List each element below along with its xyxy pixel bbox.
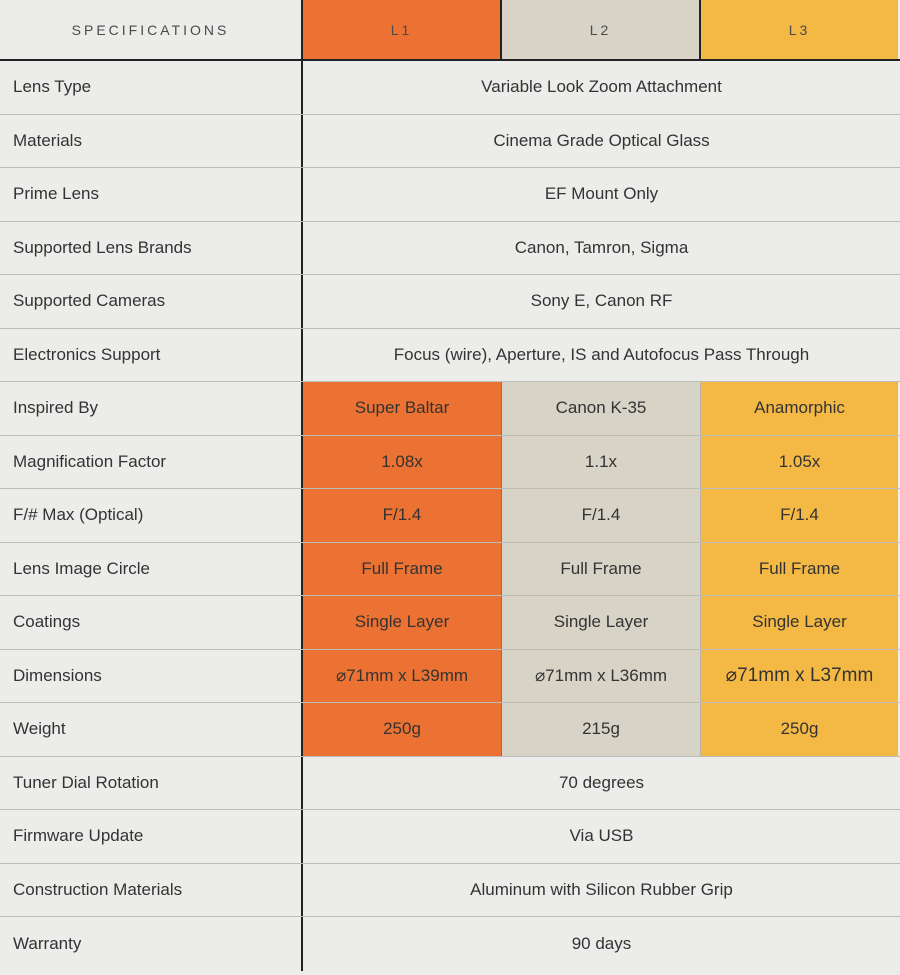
table-row: Prime Lens EF Mount Only (0, 168, 900, 222)
row-label: Prime Lens (0, 168, 303, 221)
table-header: SPECIFICATIONS L1 L2 L3 (0, 0, 900, 61)
row-label: Firmware Update (0, 810, 303, 863)
table-row: Firmware Update Via USB (0, 810, 900, 864)
table-row: Lens Type Variable Look Zoom Attachment (0, 61, 900, 115)
cell-l3: F/1.4 (701, 489, 898, 542)
table-row: Electronics Support Focus (wire), Apertu… (0, 328, 900, 382)
row-value: Cinema Grade Optical Glass (493, 130, 710, 150)
cell-l1: Super Baltar (303, 382, 502, 435)
cell-l1: 1.08x (303, 435, 502, 488)
row-label: Dimensions (0, 649, 303, 702)
row-label: Supported Cameras (0, 275, 303, 328)
cell-l1: Full Frame (303, 542, 502, 595)
table-row: Dimensions ⌀71mm x L39mm ⌀71mm x L36mm ⌀… (0, 649, 900, 703)
row-value: EF Mount Only (544, 184, 659, 204)
row-value: Variable Look Zoom Attachment (481, 77, 722, 97)
row-label: Electronics Support (0, 328, 303, 381)
row-label: Tuner Dial Rotation (0, 756, 303, 809)
cell-l1: F/1.4 (303, 489, 502, 542)
cell-l3: Single Layer (701, 596, 898, 649)
cell-l3: Anamorphic (701, 382, 898, 435)
row-value: Sony E, Canon RF (530, 291, 673, 311)
header-specifications: SPECIFICATIONS (0, 0, 303, 59)
table-row: Weight 250g 215g 250g (0, 703, 900, 757)
cell-l3: Full Frame (701, 542, 898, 595)
table-row: Materials Cinema Grade Optical Glass (0, 114, 900, 168)
table-row: Lens Image Circle Full Frame Full Frame … (0, 542, 900, 596)
table-row: Magnification Factor 1.08x 1.1x 1.05x (0, 435, 900, 489)
row-label: Lens Image Circle (0, 542, 303, 595)
row-label: F/# Max (Optical) (0, 489, 303, 542)
cell-l2: 215g (502, 703, 701, 756)
header-l2: L2 (502, 0, 701, 59)
table-row: Inspired By Super Baltar Canon K-35 Anam… (0, 382, 900, 436)
row-value: Focus (wire), Aperture, IS and Autofocus… (393, 344, 810, 364)
row-label: Supported Lens Brands (0, 221, 303, 274)
row-label: Coatings (0, 596, 303, 649)
row-label: Lens Type (0, 61, 303, 114)
table-row: Warranty 90 days (0, 917, 900, 971)
row-value: Canon, Tamron, Sigma (514, 237, 689, 257)
header-l3: L3 (701, 0, 898, 59)
cell-l3: 1.05x (701, 435, 898, 488)
cell-l3: ⌀71mm x L37mm (701, 649, 898, 702)
row-value: Aluminum with Silicon Rubber Grip (470, 879, 733, 899)
cell-l2: ⌀71mm x L36mm (502, 649, 701, 702)
row-label: Warranty (0, 917, 303, 971)
row-value: Via USB (569, 826, 634, 846)
table-row: Supported Lens Brands Canon, Tamron, Sig… (0, 221, 900, 275)
cell-l2: 1.1x (502, 435, 701, 488)
table-row: Construction Materials Aluminum with Sil… (0, 863, 900, 917)
row-label: Magnification Factor (0, 435, 303, 488)
table-row: F/# Max (Optical) F/1.4 F/1.4 F/1.4 (0, 489, 900, 543)
row-label: Inspired By (0, 382, 303, 435)
row-value: 70 degrees (558, 772, 645, 792)
table-row: Supported Cameras Sony E, Canon RF (0, 275, 900, 329)
row-value: 90 days (571, 933, 632, 953)
row-label: Materials (0, 114, 303, 167)
cell-l1: Single Layer (303, 596, 502, 649)
cell-l2: Full Frame (502, 542, 701, 595)
cell-l1: ⌀71mm x L39mm (303, 649, 502, 702)
table-row: Tuner Dial Rotation 70 degrees (0, 756, 900, 810)
table-row: Coatings Single Layer Single Layer Singl… (0, 596, 900, 650)
cell-l2: Single Layer (502, 596, 701, 649)
header-l1: L1 (303, 0, 502, 59)
cell-l2: F/1.4 (502, 489, 701, 542)
row-label: Construction Materials (0, 863, 303, 916)
cell-l3: 250g (701, 703, 898, 756)
cell-l1: 250g (303, 703, 502, 756)
cell-l2: Canon K-35 (502, 382, 701, 435)
row-label: Weight (0, 703, 303, 756)
